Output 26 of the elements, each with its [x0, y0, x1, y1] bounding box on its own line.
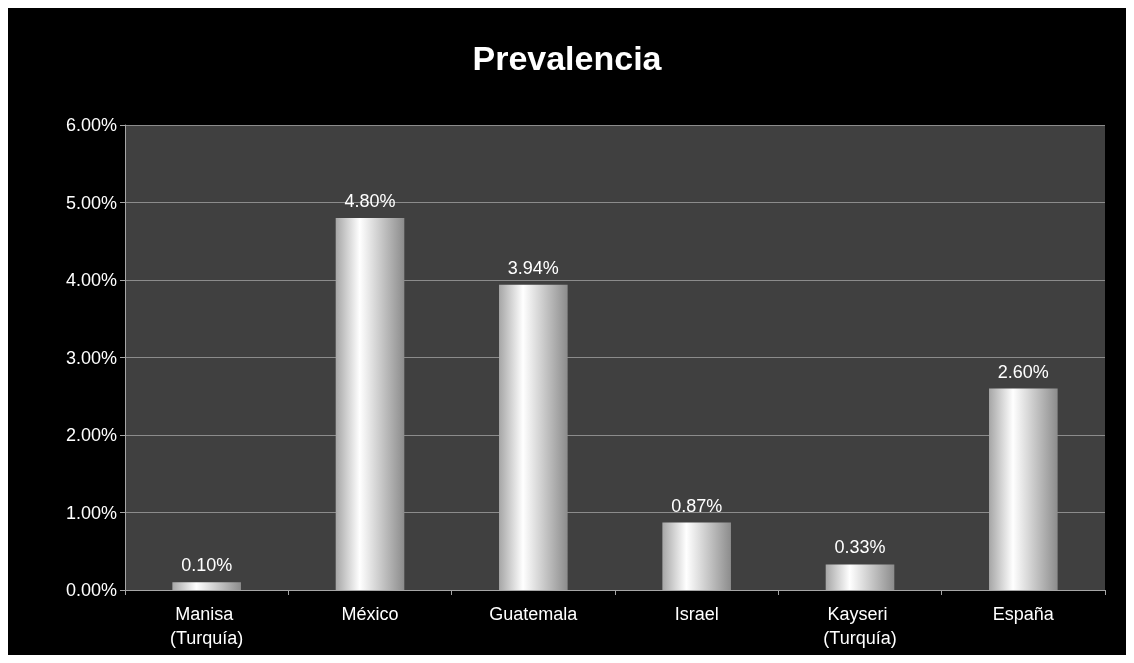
data-label: 4.80% [344, 191, 396, 211]
data-label: 3.94% [507, 257, 559, 278]
chart-title: Prevalencia [472, 39, 663, 77]
data-label: 0.87% [671, 495, 723, 516]
x-tick-label: México [341, 604, 399, 624]
y-tick-label: 6.00% [65, 115, 117, 135]
bar [825, 564, 895, 590]
y-tick-label: 2.00% [65, 425, 117, 445]
x-tick-label: Manisa (Turquía) [169, 604, 244, 648]
y-tick-label: 0.00% [65, 580, 117, 600]
x-tick-label: Israel [674, 604, 719, 624]
bar [499, 284, 568, 590]
y-tick-label: 5.00% [65, 192, 117, 213]
bar [335, 218, 405, 590]
data-label: 0.33% [834, 537, 886, 558]
bar [662, 522, 731, 590]
data-label: 2.60% [997, 361, 1049, 382]
y-tick-label: 4.00% [65, 270, 117, 290]
y-tick-label: 3.00% [65, 347, 117, 368]
x-tick-label: Guatemala [489, 604, 579, 624]
bar [172, 582, 241, 590]
x-tick-label: Kayseri (Turquía) [823, 604, 897, 648]
bar [989, 388, 1058, 590]
data-label: 0.10% [181, 555, 233, 576]
x-tick-label: España [992, 604, 1055, 624]
y-tick-label: 1.00% [65, 502, 117, 523]
